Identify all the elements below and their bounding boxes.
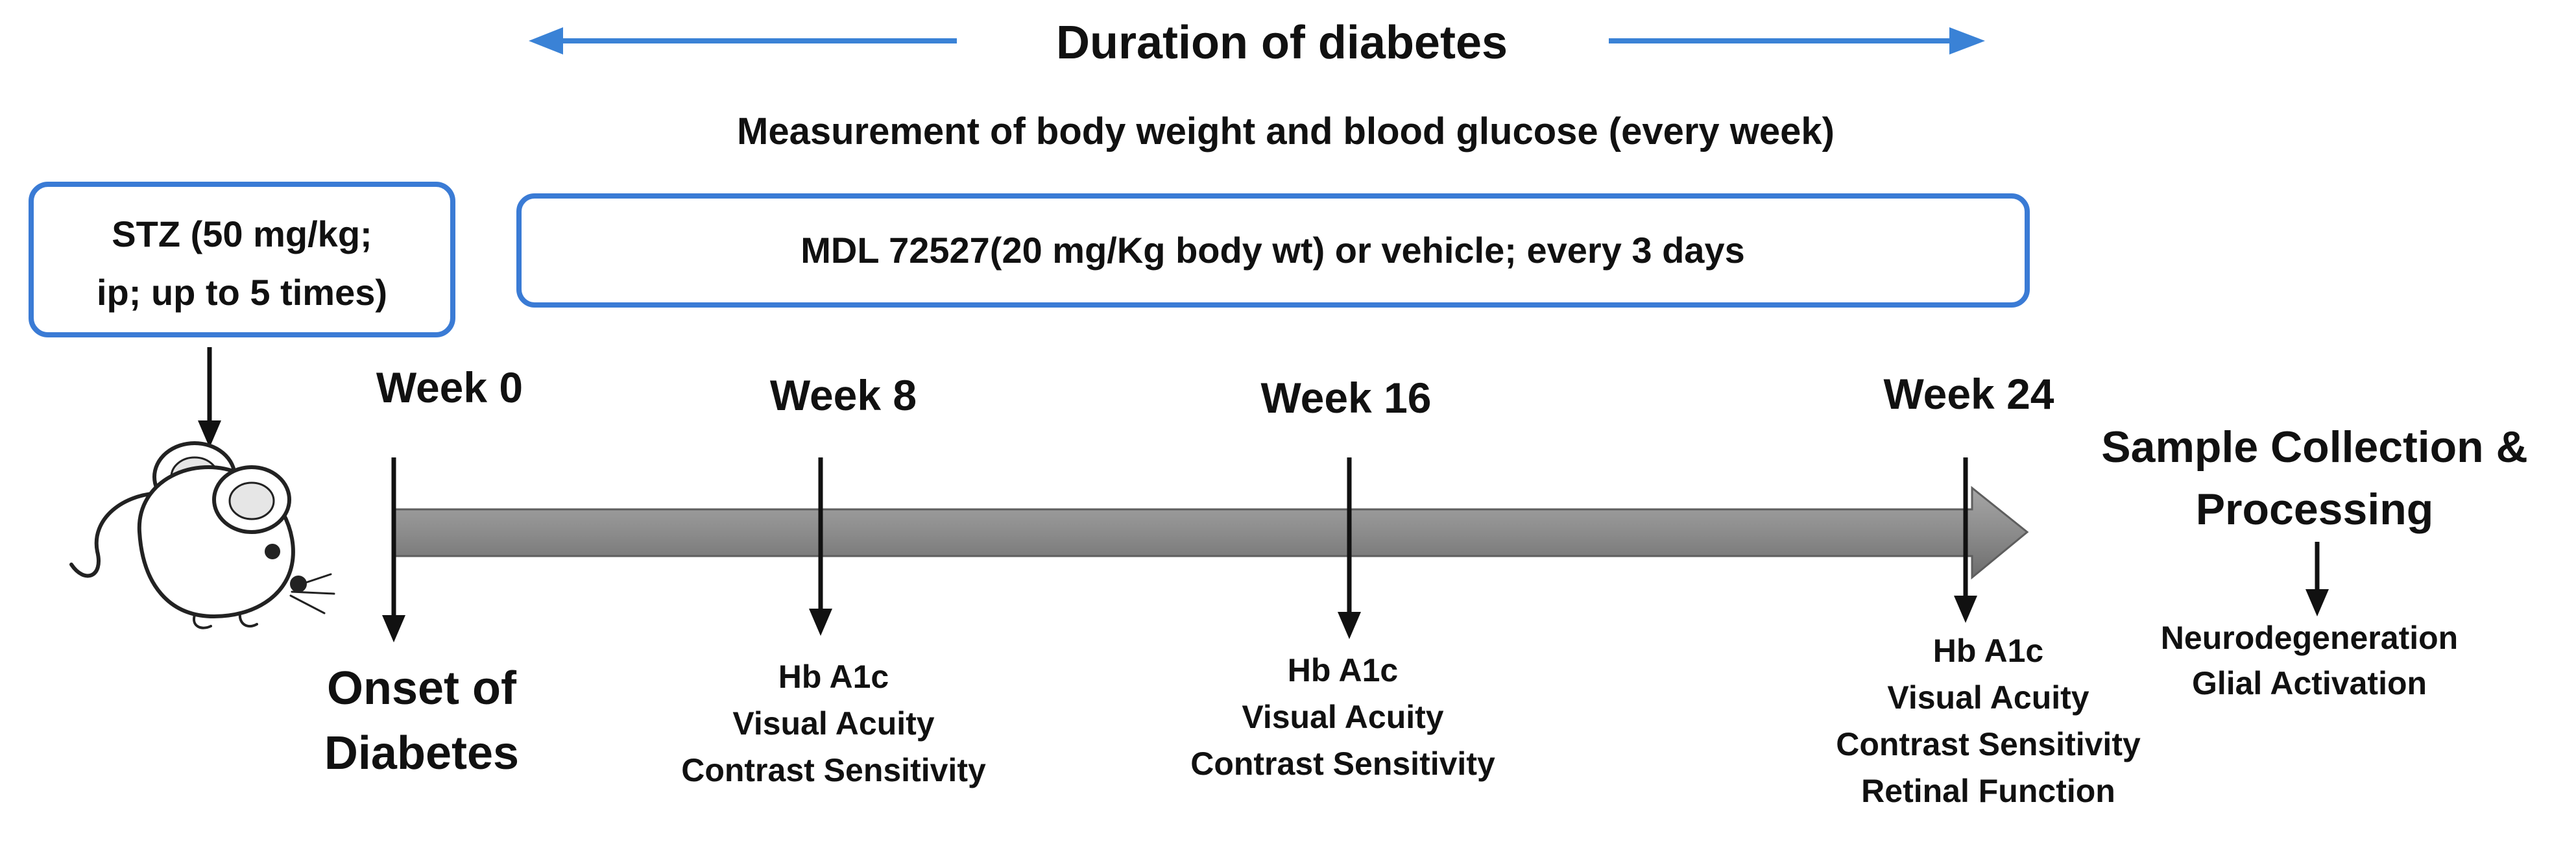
week-8-outcome-1: Hb A1c: [778, 659, 889, 695]
sample-collection-line-2: Processing: [2196, 485, 2434, 534]
week-8-tick-arrow: [809, 457, 832, 636]
stz-to-mouse-arrow: [198, 347, 221, 448]
week-16-outcome-3: Contrast Sensitivity: [1190, 746, 1495, 782]
mdl-treatment-box: [516, 193, 2030, 308]
week-24-label: Week 24: [1884, 370, 2054, 418]
timeline-arrow: [392, 485, 2029, 580]
onset-line-2: Diabetes: [324, 727, 519, 779]
week-24-tick-arrow: [1954, 457, 1977, 623]
stz-line-2: ip; up to 5 times): [97, 272, 387, 313]
week-16-outcome-1: Hb A1c: [1288, 652, 1398, 688]
stz-line-1: STZ (50 mg/kg;: [112, 213, 372, 254]
week-8-outcome-2: Visual Acuity: [732, 705, 934, 742]
week-24-outcome-1: Hb A1c: [1933, 633, 2043, 669]
duration-span-right-arrow: [1609, 27, 1985, 55]
week-0-tick-arrow: [382, 457, 405, 642]
sample-collection-arrow: [2305, 542, 2329, 616]
mouse-icon: [69, 441, 335, 629]
week-24-outcome-3: Contrast Sensitivity: [1836, 726, 2141, 762]
sample-outcome-2: Glial Activation: [2192, 665, 2427, 701]
week-8-outcome-3: Contrast Sensitivity: [681, 752, 986, 788]
week-8-label: Week 8: [770, 371, 917, 419]
week-16-tick-arrow: [1338, 457, 1361, 639]
sample-outcome-1: Neurodegeneration: [2161, 620, 2458, 656]
duration-span-left-arrow: [529, 27, 957, 55]
week-16-label: Week 16: [1261, 374, 1432, 422]
week-24-outcome-2: Visual Acuity: [1887, 679, 2089, 716]
stz-box: [29, 182, 455, 337]
mdl-treatment-label: MDL 72527(20 mg/Kg body wt) or vehicle; …: [800, 230, 1745, 271]
week-0-label: Week 0: [376, 363, 523, 411]
week-16-outcome-2: Visual Acuity: [1242, 699, 1443, 735]
measurement-label: Measurement of body weight and blood glu…: [737, 110, 1835, 152]
duration-of-diabetes-label: Duration of diabetes: [1056, 17, 1508, 69]
sample-collection-line-1: Sample Collection &: [2101, 422, 2527, 472]
week-24-outcome-4: Retinal Function: [1861, 773, 2115, 809]
onset-line-1: Onset of: [327, 662, 517, 714]
